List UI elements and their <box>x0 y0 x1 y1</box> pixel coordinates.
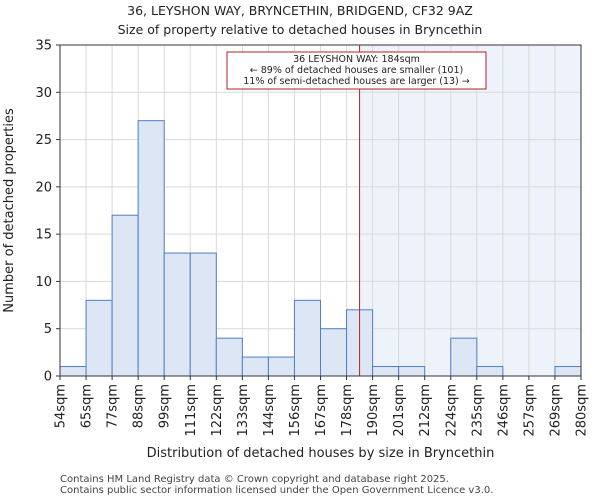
bar <box>189 252 217 377</box>
annotation-line-1: 36 LEYSHON WAY: 184sqm <box>293 54 420 65</box>
x-tick-label: 133sqm <box>236 384 251 437</box>
x-tick-label: 167sqm <box>314 384 329 437</box>
x-tick-label: 99sqm <box>158 384 173 428</box>
x-tick-label: 65sqm <box>80 384 95 428</box>
annotation-line-2: ← 89% of detached houses are smaller (10… <box>250 65 463 76</box>
y-tick-label: 0 <box>44 370 52 385</box>
bar <box>59 366 87 377</box>
bar <box>215 337 243 377</box>
bar <box>111 214 139 377</box>
y-tick-label: 10 <box>35 275 52 290</box>
bar <box>320 328 348 377</box>
y-tick-label: 20 <box>35 180 52 195</box>
bar <box>450 337 478 377</box>
x-tick-label: 269sqm <box>548 384 563 437</box>
footer-line-2: Contains public sector information licen… <box>60 485 494 496</box>
x-tick-label: 235sqm <box>470 384 485 437</box>
bar <box>554 366 582 377</box>
chart-title: 36, LEYSHON WAY, BRYNCETHIN, BRIDGEND, C… <box>127 3 473 18</box>
bar <box>241 356 269 377</box>
footer-line-1: Contains HM Land Registry data © Crown c… <box>60 474 449 485</box>
bar <box>163 252 191 377</box>
bar <box>293 299 322 377</box>
y-tick-label: 30 <box>35 86 52 101</box>
x-tick-label: 111sqm <box>184 384 199 437</box>
bar <box>476 366 504 377</box>
bar <box>372 366 400 377</box>
x-tick-label: 144sqm <box>262 384 277 437</box>
x-tick-label: 122sqm <box>210 384 225 437</box>
bar <box>137 120 165 377</box>
x-tick-label: 178sqm <box>340 384 355 437</box>
y-tick-label: 25 <box>35 133 52 148</box>
x-tick-label: 190sqm <box>366 384 381 437</box>
x-tick-label: 257sqm <box>522 384 537 437</box>
bar <box>398 366 426 377</box>
annotation-box <box>226 51 487 90</box>
x-tick-label: 156sqm <box>288 384 303 437</box>
y-tick-label: 35 <box>35 39 52 54</box>
highlight-region <box>359 45 581 376</box>
y-tick-label: 15 <box>35 228 52 243</box>
x-tick-label: 88sqm <box>132 384 147 428</box>
annotation-line-3: 11% of semi-detached houses are larger (… <box>243 76 470 87</box>
x-tick-label: 77sqm <box>106 384 121 428</box>
x-axis-label: Distribution of detached houses by size … <box>147 446 495 461</box>
bar <box>85 299 113 377</box>
y-axis-label: Number of detached properties <box>2 108 17 313</box>
x-tick-label: 224sqm <box>444 384 459 437</box>
chart-subtitle: Size of property relative to detached ho… <box>117 22 483 37</box>
x-tick-label: 54sqm <box>54 384 69 428</box>
x-tick-label: 246sqm <box>496 384 511 437</box>
x-tick-label: 280sqm <box>575 384 590 437</box>
bar <box>267 356 295 377</box>
y-tick-label: 5 <box>44 322 52 337</box>
x-tick-label: 212sqm <box>418 384 433 437</box>
x-tick-label: 201sqm <box>392 384 407 437</box>
